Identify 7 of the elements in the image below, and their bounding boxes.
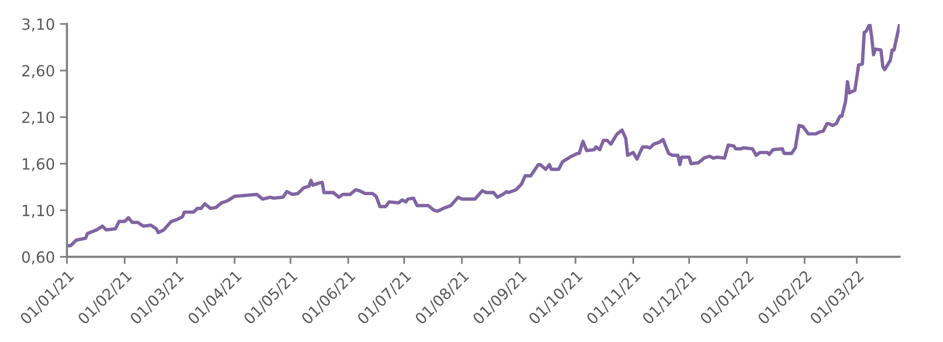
y-tick-label: 3,10 <box>22 18 54 32</box>
line-series <box>66 24 900 248</box>
y-tick-label: 2,10 <box>22 112 54 125</box>
y-tick-label: 2,60 <box>22 64 54 78</box>
y-tick-label: 0,60 <box>22 251 54 264</box>
y-tick-label: 1,10 <box>22 204 54 218</box>
y-tick-label: 1,60 <box>22 158 54 172</box>
